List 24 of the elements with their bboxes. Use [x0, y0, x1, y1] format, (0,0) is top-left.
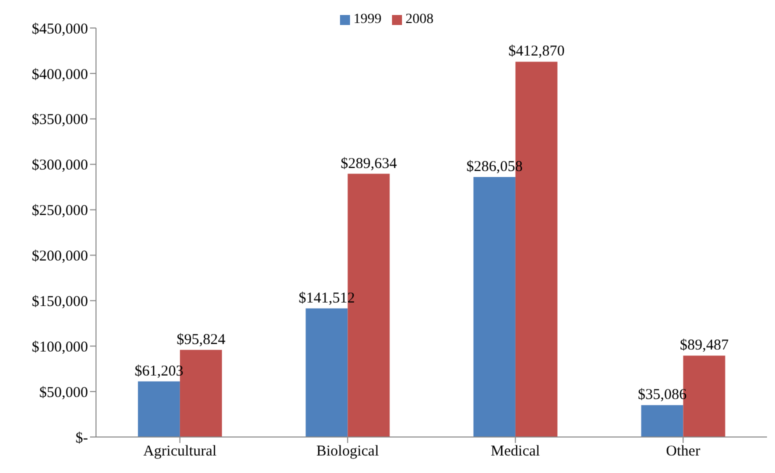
- y-tick-label: $350,000: [32, 112, 88, 128]
- bar: [306, 308, 348, 437]
- y-tick-label: $-: [76, 430, 88, 446]
- y-tick-label: $200,000: [32, 248, 88, 265]
- x-tick-label: Biological: [316, 444, 379, 460]
- data-label: $89,487: [680, 338, 730, 354]
- x-tick-label: Other: [666, 444, 700, 460]
- y-tick-label: $50,000: [39, 384, 88, 401]
- data-label: $289,634: [340, 156, 398, 172]
- x-tick-label: Medical: [490, 444, 540, 460]
- legend-label: 1999: [354, 12, 382, 27]
- bar: [138, 381, 180, 437]
- y-tick-label: $300,000: [32, 158, 88, 174]
- x-tick-label: Agricultural: [143, 444, 217, 460]
- y-tick-label: $400,000: [32, 66, 88, 83]
- y-tick-label: $250,000: [32, 203, 88, 220]
- y-tick-label: $450,000: [32, 21, 88, 38]
- data-label: $95,824: [176, 332, 226, 348]
- y-tick-label: $150,000: [32, 294, 88, 310]
- y-tick-label: $100,000: [32, 339, 88, 356]
- data-label: $412,870: [508, 44, 565, 60]
- legend-label: 2008: [406, 12, 434, 27]
- bar: [473, 177, 516, 437]
- bar: [641, 405, 684, 437]
